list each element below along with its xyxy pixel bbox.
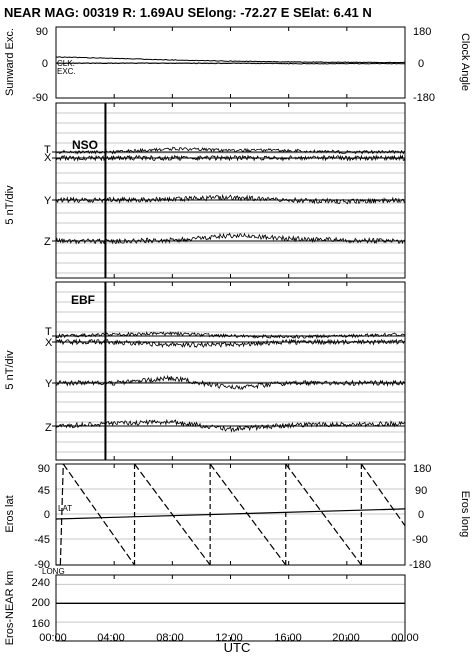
ylabel-eros-lat: Eros lat — [4, 495, 16, 532]
x-tick-0800: 08:00 — [156, 632, 184, 644]
traces-ebf — [52, 282, 406, 460]
tick-lat-0: 0 — [44, 509, 50, 521]
series-long-segment-9 — [285, 463, 362, 566]
ylabel-nso: 5 nT/div — [4, 185, 16, 225]
annotation-clk: CLK. — [57, 59, 75, 68]
series-long-segment-5 — [134, 463, 211, 566]
x-tick-2000: 20:00 — [332, 632, 360, 644]
series-long-segment-7 — [209, 463, 287, 566]
ebf-series-y — [55, 374, 406, 391]
tick-long-neg180: -180 — [409, 559, 431, 571]
panel-nso: NSO T X Y Z 5 nT/div — [4, 102, 406, 279]
x-tick-0400: 04:00 — [97, 632, 125, 644]
trace-label-nso-y: Y — [44, 195, 52, 207]
grid-nso — [55, 103, 406, 278]
x-tick-0000-end: 00:00 — [391, 632, 419, 644]
annotation-exc: EXC. — [57, 67, 76, 76]
frame-range — [55, 574, 406, 642]
ebf-series-x — [56, 338, 406, 349]
x-tick-1200: 12:00 — [215, 632, 243, 644]
tick-left-0: 0 — [42, 58, 48, 70]
trace-label-nso-t: T — [44, 144, 51, 156]
ylabel-clock-angle: Clock Angle — [459, 33, 471, 91]
x-tick-0000: 00:00 — [39, 632, 67, 644]
x-axis: 00:00 04:00 08:00 12:00 16:00 20:00 00:0… — [39, 632, 419, 655]
series-long-segment-3 — [62, 463, 136, 566]
panel-range: 240 200 160 Eros-NEAR km — [4, 571, 406, 646]
frame-ebf — [55, 281, 406, 461]
trace-label-ebf-y: Y — [45, 378, 53, 390]
tick-right-180: 180 — [413, 26, 431, 38]
tick-long-90: 90 — [415, 485, 427, 497]
ylabel-range: Eros-NEAR km — [4, 571, 16, 646]
figure-title: NEAR MAG: 00319 R: 1.69AU SElong: -72.27… — [4, 5, 372, 20]
nso-series-y — [55, 193, 406, 205]
tick-left-neg90: -90 — [32, 92, 48, 104]
x-tick-1600: 16:00 — [274, 632, 302, 644]
frame-nso — [55, 102, 406, 279]
series-exc — [55, 62, 406, 65]
trace-label-nso-x: X — [44, 152, 52, 164]
tick-long-0: 0 — [418, 509, 424, 521]
trace-label-ebf-x: X — [45, 337, 53, 349]
label-ebf: EBF — [71, 293, 95, 307]
tick-lat-neg90: -90 — [34, 559, 50, 571]
traces-eros — [55, 463, 406, 566]
trace-label-ebf-t: T — [45, 326, 52, 338]
annotation-long: LONG — [42, 567, 65, 576]
tick-lat-90: 90 — [38, 463, 50, 475]
trace-label-ebf-z: Z — [45, 422, 52, 434]
frame-sunward — [55, 26, 406, 99]
tick-long-neg90: -90 — [412, 534, 428, 546]
series-long-segment-11 — [360, 463, 406, 527]
ylabel-eros-long: Eros long — [459, 491, 471, 537]
tick-lat-45: 45 — [38, 485, 50, 497]
panel-sunward: 90 0 -90 180 0 -180 Sunward Exc. Clock A… — [4, 26, 471, 104]
tick-right-neg180: -180 — [413, 92, 435, 104]
ylabel-sunward: Sunward Exc. — [4, 28, 16, 96]
tick-range-160: 160 — [32, 618, 50, 630]
tick-left-90: 90 — [36, 26, 48, 38]
series-lat — [55, 508, 406, 520]
panel-eros: 90 45 0 -45 -90 180 90 0 -90 -180 Eros l… — [4, 463, 471, 576]
tick-range-200: 200 — [32, 597, 50, 609]
tick-range-240: 240 — [32, 577, 50, 589]
tick-lat-neg45: -45 — [34, 534, 50, 546]
traces-nso — [52, 103, 406, 278]
label-nso: NSO — [72, 138, 98, 152]
x-axis-label: UTC — [224, 640, 251, 655]
tick-right-0: 0 — [418, 58, 424, 70]
traces-sunward — [55, 56, 406, 65]
frame-eros — [55, 463, 406, 566]
tick-long-180: 180 — [413, 463, 431, 475]
series-clk — [55, 56, 405, 64]
ylabel-ebf: 5 nT/div — [4, 350, 16, 390]
trace-label-nso-z: Z — [44, 236, 51, 248]
series-long-segment-2 — [59, 463, 64, 566]
annotation-lat: LAT — [58, 504, 72, 513]
panel-ebf: EBF T X Y Z 5 nT/div — [4, 281, 406, 461]
